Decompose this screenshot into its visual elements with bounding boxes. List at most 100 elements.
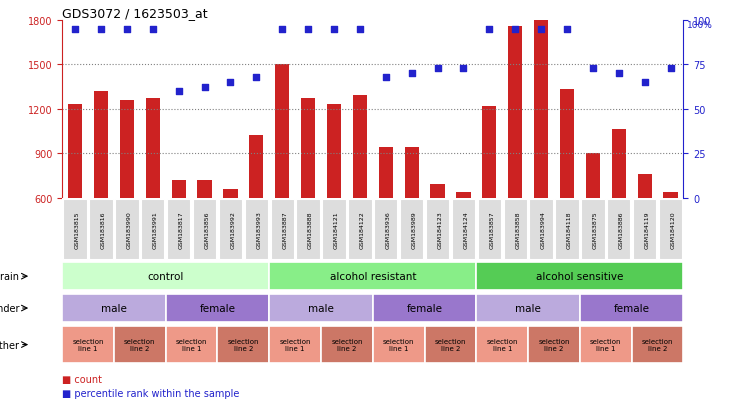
Point [613, 71, 624, 77]
Bar [301, 99, 315, 198]
Point [535, 26, 547, 33]
Text: ■ percentile rank within the sample: ■ percentile rank within the sample [62, 388, 240, 398]
FancyBboxPatch shape [167, 199, 190, 259]
Point [276, 26, 288, 33]
Text: GSM183817: GSM183817 [178, 211, 183, 248]
Point [328, 26, 340, 33]
Bar [482, 107, 496, 198]
Bar [508, 26, 523, 198]
Text: GSM183993: GSM183993 [257, 210, 261, 248]
FancyBboxPatch shape [426, 199, 449, 259]
Bar [560, 90, 574, 198]
Text: GSM183990: GSM183990 [127, 210, 132, 248]
FancyBboxPatch shape [114, 326, 166, 363]
Point [664, 65, 676, 72]
Bar [664, 192, 678, 198]
FancyBboxPatch shape [219, 199, 242, 259]
FancyBboxPatch shape [659, 199, 682, 259]
FancyBboxPatch shape [581, 199, 605, 259]
Text: 100%: 100% [686, 21, 713, 30]
Point [432, 65, 444, 72]
Point [639, 79, 651, 86]
Text: alcohol sensitive: alcohol sensitive [537, 271, 624, 282]
Text: selection
line 1: selection line 1 [487, 338, 518, 351]
FancyBboxPatch shape [580, 294, 683, 323]
Text: control: control [148, 271, 184, 282]
Point [173, 88, 184, 95]
Text: GSM183991: GSM183991 [153, 210, 158, 248]
FancyBboxPatch shape [632, 326, 683, 363]
FancyBboxPatch shape [62, 262, 269, 291]
FancyBboxPatch shape [633, 199, 656, 259]
FancyBboxPatch shape [64, 199, 87, 259]
Bar [431, 185, 444, 198]
FancyBboxPatch shape [425, 326, 477, 363]
FancyBboxPatch shape [556, 199, 579, 259]
FancyBboxPatch shape [477, 262, 683, 291]
FancyBboxPatch shape [374, 199, 398, 259]
FancyBboxPatch shape [580, 326, 632, 363]
Text: male: male [308, 303, 334, 313]
Text: GSM183992: GSM183992 [230, 210, 235, 248]
Text: GSM184124: GSM184124 [463, 210, 469, 248]
FancyBboxPatch shape [115, 199, 138, 259]
FancyBboxPatch shape [89, 199, 113, 259]
Point [121, 26, 133, 33]
Text: GSM184120: GSM184120 [670, 211, 675, 248]
Point [95, 26, 107, 33]
Text: GSM183815: GSM183815 [75, 211, 80, 248]
Point [561, 26, 573, 33]
Text: GSM184121: GSM184121 [334, 211, 339, 248]
FancyBboxPatch shape [269, 262, 477, 291]
Text: selection
line 2: selection line 2 [642, 338, 673, 351]
Text: gender: gender [0, 303, 20, 313]
FancyBboxPatch shape [452, 199, 475, 259]
Point [510, 26, 521, 33]
Point [224, 79, 236, 86]
Bar [68, 105, 82, 198]
FancyBboxPatch shape [141, 199, 164, 259]
FancyBboxPatch shape [321, 326, 373, 363]
Point [354, 26, 366, 33]
Bar [586, 154, 600, 198]
FancyBboxPatch shape [607, 199, 630, 259]
FancyBboxPatch shape [477, 294, 580, 323]
FancyBboxPatch shape [62, 294, 166, 323]
Text: female: female [406, 303, 442, 313]
Text: GSM184118: GSM184118 [567, 211, 572, 248]
Point [483, 26, 495, 33]
Bar [249, 136, 263, 198]
FancyBboxPatch shape [166, 294, 269, 323]
Text: GSM183856: GSM183856 [205, 211, 210, 248]
Bar [379, 148, 393, 198]
Text: male: male [101, 303, 127, 313]
Text: selection
line 2: selection line 2 [331, 338, 363, 351]
Text: GSM183875: GSM183875 [593, 211, 598, 248]
FancyBboxPatch shape [166, 326, 218, 363]
Bar [223, 189, 238, 198]
FancyBboxPatch shape [270, 199, 294, 259]
Bar [456, 192, 471, 198]
Point [69, 26, 81, 33]
Bar [612, 130, 626, 198]
Text: male: male [515, 303, 541, 313]
Bar [637, 175, 652, 198]
FancyBboxPatch shape [193, 199, 216, 259]
Text: GSM183888: GSM183888 [308, 211, 313, 248]
FancyBboxPatch shape [477, 326, 528, 363]
Bar [197, 180, 212, 198]
Bar [404, 148, 419, 198]
Bar [327, 105, 341, 198]
FancyBboxPatch shape [400, 199, 423, 259]
Text: GSM183857: GSM183857 [489, 211, 494, 248]
Text: ■ count: ■ count [62, 374, 102, 385]
Text: selection
line 1: selection line 1 [279, 338, 311, 351]
Point [587, 65, 599, 72]
Text: GSM183887: GSM183887 [282, 211, 287, 248]
Text: alcohol resistant: alcohol resistant [330, 271, 416, 282]
FancyBboxPatch shape [62, 326, 114, 363]
FancyBboxPatch shape [322, 199, 346, 259]
FancyBboxPatch shape [477, 199, 501, 259]
Text: selection
line 2: selection line 2 [227, 338, 259, 351]
FancyBboxPatch shape [373, 326, 425, 363]
